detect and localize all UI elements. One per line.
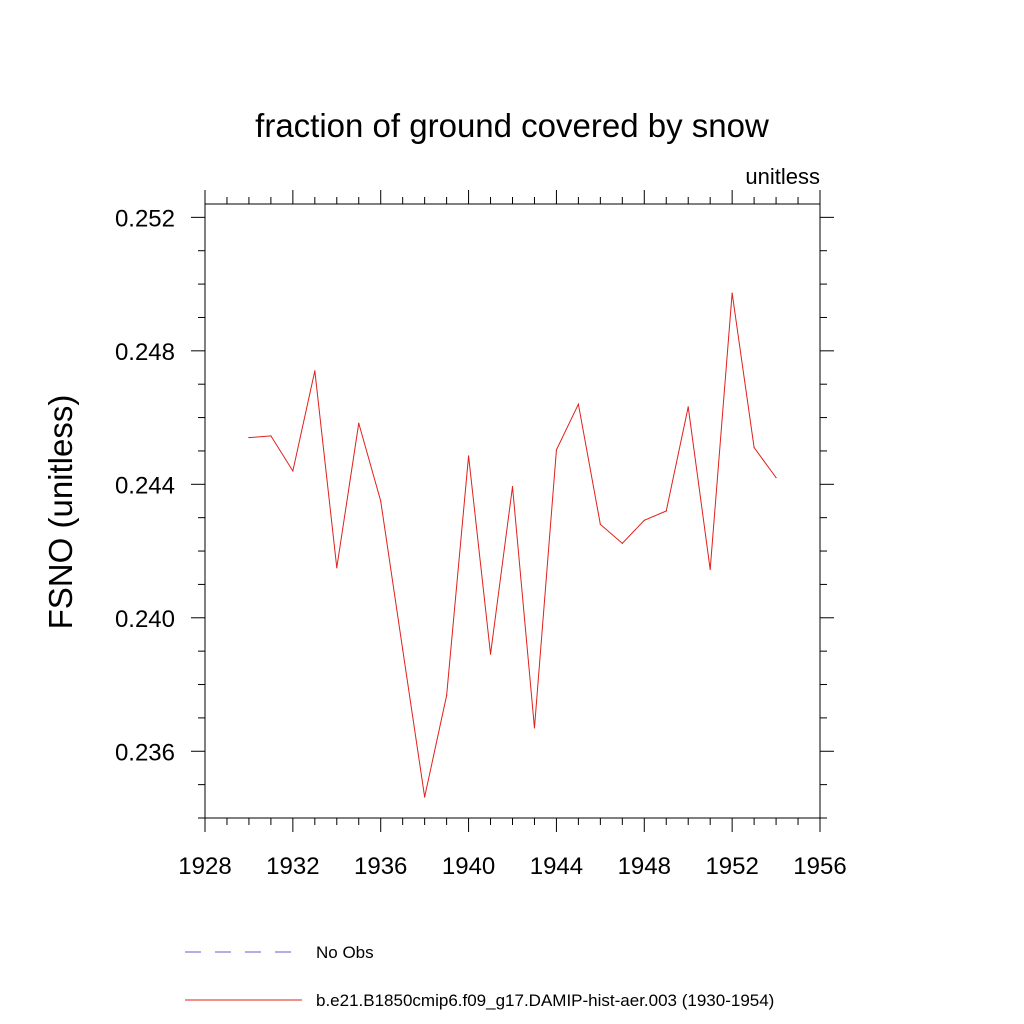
data-point — [380, 500, 382, 502]
data-point — [292, 470, 294, 472]
data-point — [424, 796, 426, 798]
data-point — [314, 370, 316, 372]
x-tick-label: 1928 — [178, 853, 231, 880]
x-tick-label: 1940 — [442, 853, 495, 880]
data-point — [709, 568, 711, 570]
data-point — [665, 510, 667, 512]
data-point — [599, 523, 601, 525]
data-point — [358, 422, 360, 424]
data-point — [402, 648, 404, 651]
y-axis-label: FSNO (unitless) — [42, 395, 79, 630]
y-tick-label: 0.244 — [115, 472, 175, 499]
x-tick-label: 1952 — [705, 853, 758, 880]
x-tick-label: 1932 — [266, 853, 319, 880]
data-point — [687, 406, 689, 408]
legend-label-model: b.e21.B1850cmip6.f09_g17.DAMIP-hist-aer.… — [316, 991, 774, 1010]
chart-title: fraction of ground covered by snow — [255, 107, 769, 144]
legend: No Obs b.e21.B1850cmip6.f09_g17.DAMIP-hi… — [185, 943, 774, 1010]
data-point — [270, 435, 272, 437]
y-tick-label: 0.240 — [115, 606, 175, 633]
data-point — [446, 694, 448, 697]
x-tick-label: 1944 — [530, 853, 583, 880]
data-point — [336, 567, 338, 569]
x-tick-label: 1948 — [618, 853, 671, 880]
data-point — [775, 477, 777, 479]
y-tick-label: 0.248 — [115, 339, 175, 366]
x-tick-label: 1956 — [793, 853, 846, 880]
data-point — [511, 486, 514, 488]
data-point — [533, 727, 536, 729]
data-point — [731, 292, 733, 294]
data-point — [489, 653, 492, 655]
legend-label-no-obs: No Obs — [316, 943, 374, 962]
axes — [204, 203, 821, 819]
plot-frame — [204, 203, 821, 819]
data-point — [643, 519, 645, 521]
units-label: unitless — [745, 164, 820, 189]
data-point — [467, 455, 470, 457]
series-layer — [248, 292, 777, 798]
data-point — [753, 446, 755, 449]
x-tick-label: 1936 — [354, 853, 407, 880]
tick-labels: 1928 1932 1936 1940 1944 1948 1952 1956 0.236 0.2… — [115, 205, 847, 880]
y-tick-label: 0.252 — [115, 205, 175, 232]
data-point — [248, 436, 250, 439]
series-line — [248, 293, 777, 798]
data-point — [577, 403, 579, 405]
y-tick-label: 0.236 — [115, 739, 175, 766]
data-point — [555, 449, 558, 451]
axis-ticks — [191, 190, 834, 832]
data-point — [621, 542, 623, 544]
